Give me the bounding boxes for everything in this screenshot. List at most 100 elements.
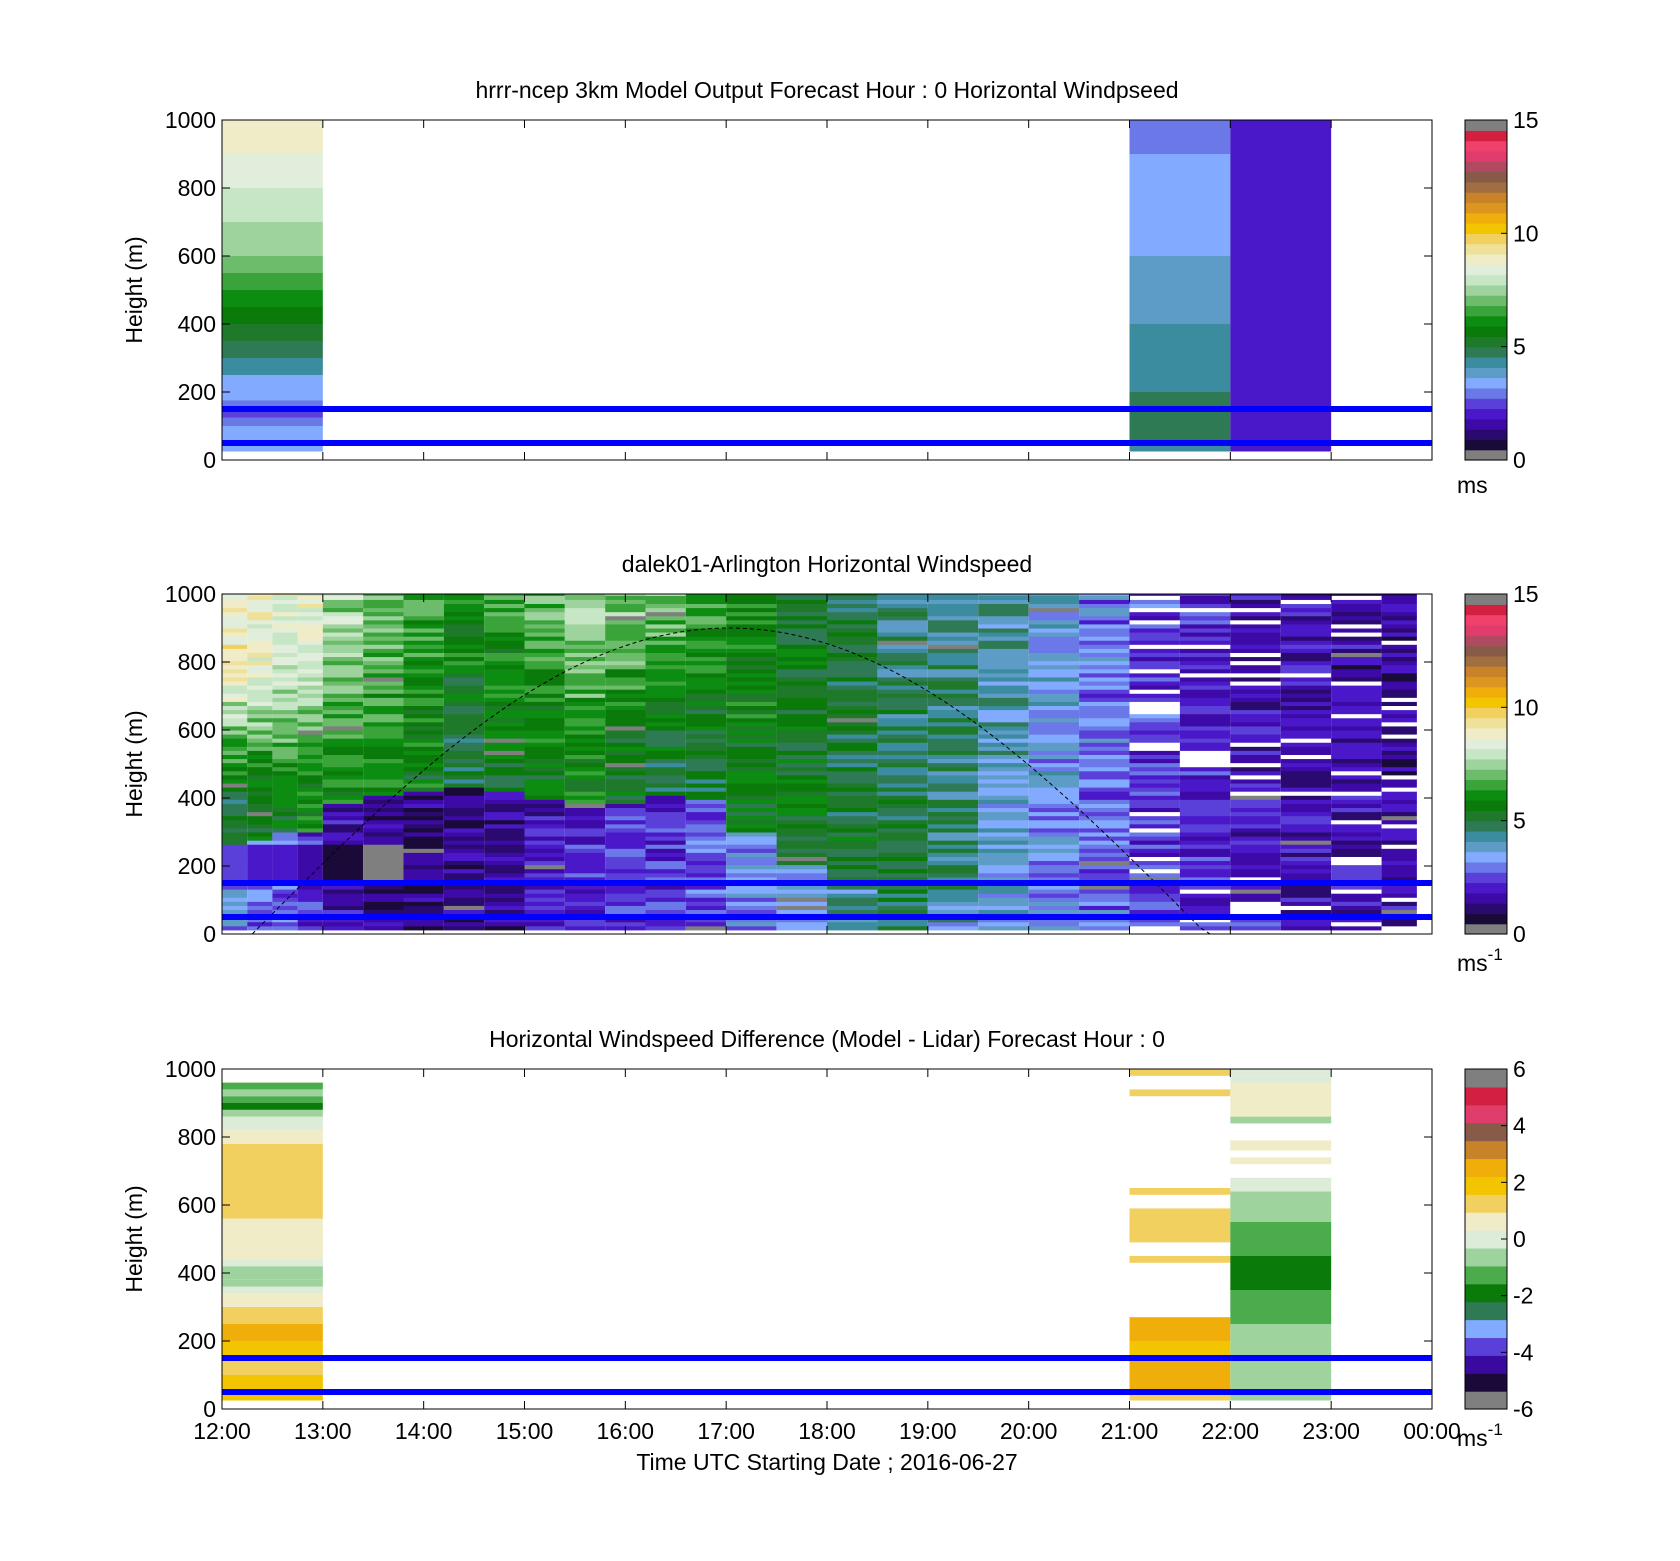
heatmap-cell	[1028, 632, 1080, 637]
heatmap-cell	[524, 876, 565, 882]
heatmap-cell	[222, 852, 248, 857]
heatmap-cell	[443, 676, 485, 682]
heatmap-cell	[1129, 872, 1180, 878]
heatmap-cell	[1129, 860, 1180, 866]
heatmap-cell	[1179, 689, 1231, 694]
heatmap-cell	[297, 921, 323, 927]
heatmap-cell	[403, 885, 444, 890]
heatmap-cell	[685, 860, 727, 866]
heatmap-cell	[877, 607, 928, 613]
heatmap-cell	[247, 864, 273, 870]
colorbar-swatch	[1465, 810, 1507, 822]
heatmap-cell	[877, 832, 928, 837]
heatmap-cell	[322, 603, 364, 609]
x-tick-label: 15:00	[496, 1418, 554, 1444]
colorbar-swatch	[1465, 274, 1507, 286]
heatmap-cell	[403, 648, 444, 653]
heatmap-cell	[726, 721, 777, 727]
heatmap-cell	[297, 758, 323, 764]
heatmap-cell	[685, 594, 727, 596]
heatmap-cell	[1280, 872, 1332, 878]
heatmap-cell	[1079, 713, 1130, 719]
heatmap-cell	[605, 791, 646, 796]
heatmap-cell	[443, 607, 485, 613]
heatmap-cell	[726, 783, 777, 788]
heatmap-cell	[322, 799, 364, 804]
heatmap-cell	[443, 713, 485, 719]
heatmap-cell	[776, 701, 827, 707]
heatmap-cell	[484, 832, 525, 837]
heatmap-cell	[978, 705, 1029, 711]
heatmap-cell	[877, 738, 928, 743]
heatmap-cell	[222, 636, 248, 641]
heatmap-cell	[524, 693, 565, 698]
heatmap-cell	[978, 811, 1029, 817]
heatmap-cell	[978, 599, 1029, 605]
heatmap-cell	[776, 632, 827, 637]
heatmap-cell	[403, 689, 444, 694]
heatmap-cell	[524, 640, 565, 645]
heatmap-cell	[1179, 640, 1231, 645]
heatmap-cell	[1179, 872, 1231, 878]
colorbar-swatch	[1465, 377, 1507, 389]
heatmap-cell	[1381, 672, 1417, 678]
heatmap-cell	[685, 636, 727, 641]
heatmap-cell	[322, 754, 364, 760]
heatmap-cell	[1079, 876, 1130, 882]
heatmap-cell	[524, 619, 565, 625]
colorbar-swatch	[1465, 872, 1507, 884]
heatmap-cell	[1129, 615, 1180, 621]
heatmap-cell	[1129, 636, 1180, 641]
heatmap-cell	[403, 672, 444, 678]
heatmap-cell	[443, 603, 485, 609]
heatmap-cell	[978, 836, 1029, 841]
heatmap-cell	[1129, 1317, 1231, 1341]
heatmap-cell	[1028, 640, 1080, 645]
colorbar-tick-label: 10	[1513, 220, 1539, 246]
heatmap-cell	[484, 840, 525, 845]
heatmap-cell	[1331, 872, 1382, 878]
heatmap-cell	[1280, 594, 1332, 596]
y-tick-label: 0	[203, 1396, 216, 1422]
heatmap-cell	[1280, 832, 1332, 837]
heatmap-cell	[247, 689, 273, 694]
heatmap-cell	[645, 799, 686, 804]
heatmap-cell	[726, 811, 777, 817]
heatmap-cell	[484, 811, 525, 817]
heatmap-cell	[1129, 1358, 1231, 1392]
heatmap-cell	[322, 827, 364, 833]
heatmap-cell	[1381, 599, 1417, 605]
heatmap-cell	[363, 778, 404, 784]
heatmap-cell	[222, 1286, 323, 1294]
heatmap-cell	[322, 819, 364, 825]
heatmap-cell	[403, 901, 444, 906]
heatmap-cell	[1079, 672, 1130, 678]
heatmap-cell	[564, 730, 606, 735]
heatmap-cell	[978, 774, 1029, 780]
heatmap-cell	[247, 803, 273, 809]
heatmap-cell	[484, 860, 525, 866]
heatmap-cell	[726, 742, 777, 747]
heatmap-cell	[443, 860, 485, 866]
heatmap-cell	[1028, 840, 1080, 845]
heatmap-cell	[322, 730, 364, 735]
heatmap-cell	[1179, 738, 1231, 743]
heatmap-cell	[1230, 762, 1281, 768]
heatmap-cell	[1230, 909, 1281, 915]
heatmap-cell	[1280, 746, 1332, 751]
heatmap-cell	[726, 664, 777, 670]
heatmap-cell	[1028, 844, 1080, 849]
heatmap-cell	[685, 607, 727, 613]
heatmap-cell	[927, 681, 979, 686]
heatmap-cell	[403, 758, 444, 764]
heatmap-cell	[978, 909, 1029, 915]
heatmap-cell	[1230, 852, 1281, 857]
heatmap-cell	[272, 652, 298, 658]
heatmap-cell	[827, 921, 878, 927]
heatmap-cell	[403, 734, 444, 739]
heatmap-cell	[685, 656, 727, 662]
heatmap-cell	[1230, 893, 1281, 898]
heatmap-cell	[1179, 819, 1231, 825]
heatmap-cell	[222, 417, 323, 426]
heatmap-cell	[403, 840, 444, 845]
